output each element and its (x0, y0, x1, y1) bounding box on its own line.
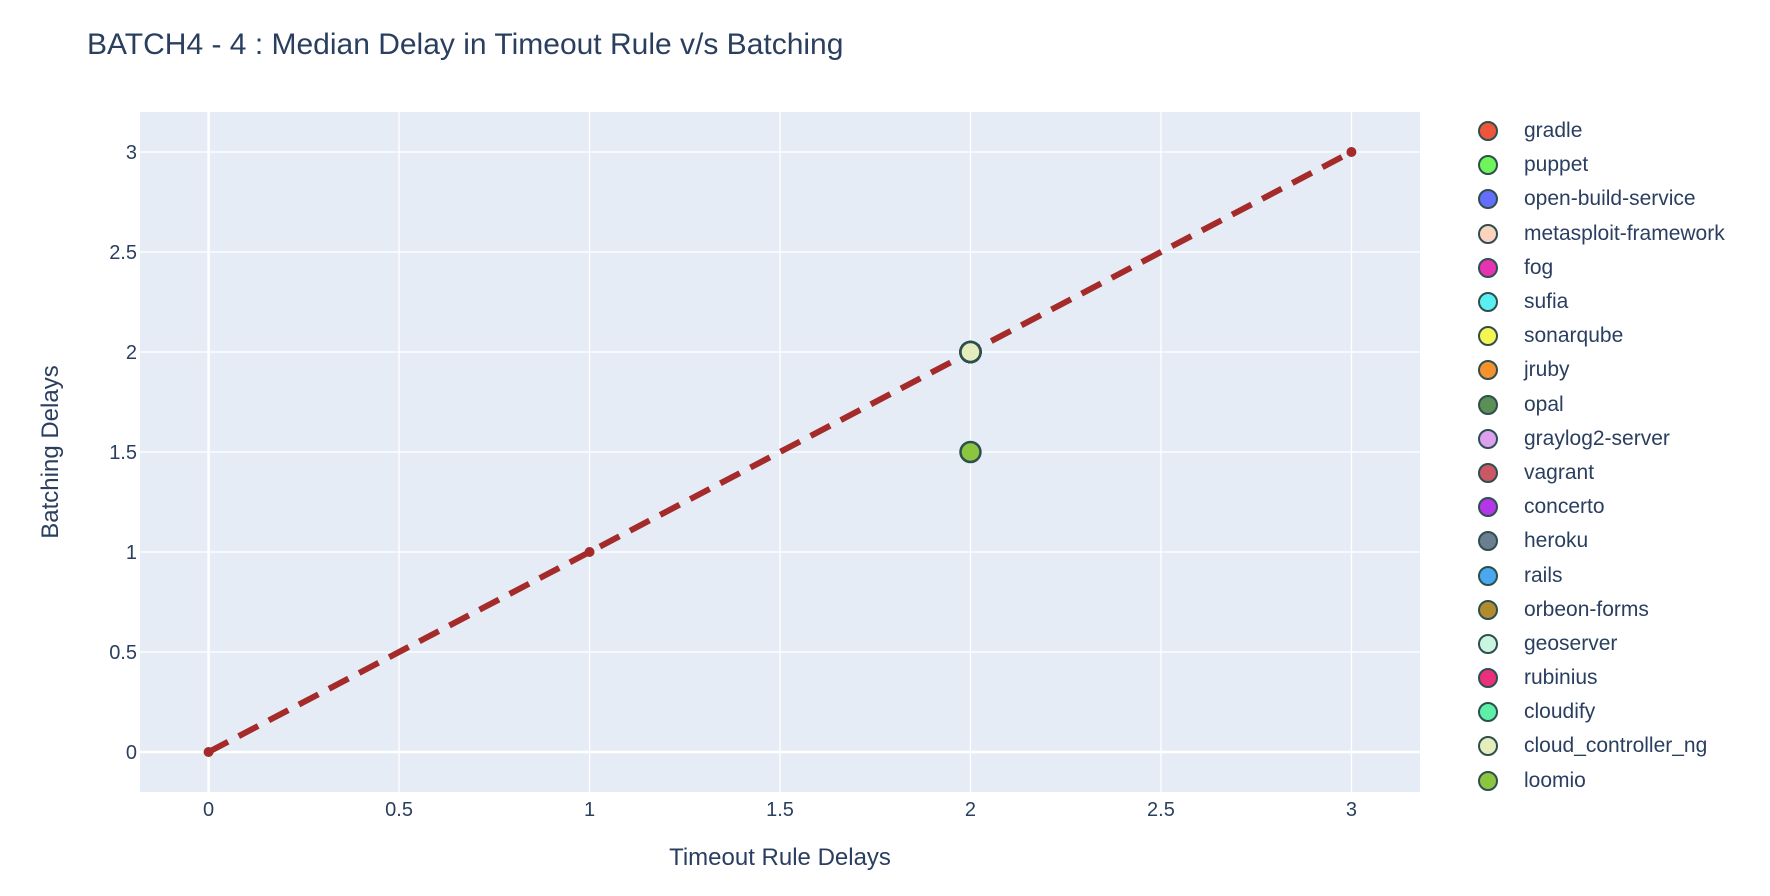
legend-label: opal (1524, 392, 1564, 416)
legend-marker-icon (1478, 497, 1498, 518)
legend-label: geoserver (1524, 631, 1618, 655)
x-tick-label: 3 (1346, 799, 1357, 821)
scatter-plot[interactable]: 0 0.5 1 1.5 2 2.5 3 0 0.5 1 1.5 2 2.5 3 Timeout Rule… (0, 0, 1440, 896)
x-tick-label: 1.5 (766, 799, 794, 821)
legend-label: loomio (1524, 768, 1586, 792)
legend-label: sonarqube (1524, 324, 1624, 348)
grid-lines (140, 112, 1420, 792)
y-tick-label: 1.5 (109, 442, 137, 464)
legend-label: sufia (1524, 290, 1569, 314)
x-tick-label: 2.5 (1147, 799, 1175, 821)
legend-item-concerto[interactable]: concerto (1476, 490, 1725, 524)
legend-label: orbeon-forms (1524, 597, 1649, 621)
legend-marker-icon (1478, 428, 1498, 449)
y-tick-label: 0 (126, 742, 137, 764)
legend-item-cloud_controller_ng[interactable]: cloud_controller_ng (1476, 729, 1725, 763)
x-tick-labels: 0 0.5 1 1.5 2 2.5 3 (203, 799, 1357, 821)
legend-marker-icon (1478, 531, 1498, 552)
legend-label: gradle (1524, 119, 1583, 143)
legend-label: cloud_controller_ng (1524, 734, 1708, 758)
legend-label: rails (1524, 563, 1563, 587)
legend-item-rails[interactable]: rails (1476, 558, 1725, 592)
legend-item-cloudify[interactable]: cloudify (1476, 695, 1725, 729)
y-tick-label: 1 (126, 542, 137, 564)
x-tick-label: 2 (965, 799, 976, 821)
data-markers (959, 340, 982, 464)
legend-item-graylog2-server[interactable]: graylog2-server (1476, 422, 1725, 456)
legend-item-puppet[interactable]: puppet (1476, 148, 1725, 182)
reference-line-point (1346, 147, 1357, 157)
legend-item-open-build-service[interactable]: open-build-service (1476, 182, 1725, 216)
legend-label: metasploit-framework (1524, 221, 1725, 245)
legend-marker-icon (1478, 770, 1498, 791)
legend-marker-icon (1478, 565, 1498, 586)
legend-marker-icon (1478, 462, 1498, 483)
legend-marker-icon (1478, 155, 1498, 176)
legend-marker-icon (1478, 360, 1498, 381)
x-axis-title: Timeout Rule Delays (669, 844, 891, 871)
x-tick-label: 1 (584, 799, 595, 821)
legend-item-jruby[interactable]: jruby (1476, 353, 1725, 387)
legend-item-metasploit-framework[interactable]: metasploit-framework (1476, 217, 1725, 251)
legend-marker-icon (1478, 223, 1498, 244)
legend-label: graylog2-server (1524, 426, 1670, 450)
legend-label: fog (1524, 255, 1554, 279)
reference-line-point (584, 547, 595, 557)
legend-label: heroku (1524, 529, 1589, 553)
legend-item-heroku[interactable]: heroku (1476, 524, 1725, 558)
x-tick-label: 0.5 (385, 799, 413, 821)
legend-item-loomio[interactable]: loomio (1476, 764, 1725, 798)
legend-marker-icon (1478, 189, 1498, 210)
legend-label: puppet (1524, 153, 1589, 177)
legend-item-rubinius[interactable]: rubinius (1476, 661, 1725, 695)
legend-label: concerto (1524, 495, 1605, 519)
legend-item-sufia[interactable]: sufia (1476, 285, 1725, 319)
legend-marker-icon (1478, 394, 1498, 415)
legend-label: cloudify (1524, 700, 1596, 724)
legend-marker-icon (1478, 668, 1498, 689)
y-tick-label: 0.5 (109, 642, 137, 664)
legend-marker-icon (1478, 633, 1498, 654)
y-tick-label: 2 (126, 342, 137, 364)
legend-marker-icon (1478, 257, 1498, 278)
legend-marker-icon (1478, 736, 1498, 757)
legend-marker-icon (1478, 292, 1498, 313)
y-tick-labels: 0 0.5 1 1.5 2 2.5 3 (109, 142, 137, 764)
reference-line-point (203, 747, 214, 757)
marker-cloud_controller_ng[interactable] (959, 340, 982, 364)
legend-label: jruby (1524, 358, 1570, 382)
reference-line-path (207, 149, 1353, 755)
x-tick-label: 0 (203, 799, 214, 821)
marker-loomio[interactable] (959, 440, 982, 464)
y-tick-label: 2.5 (109, 242, 137, 264)
legend-item-sonarqube[interactable]: sonarqube (1476, 319, 1725, 353)
legend-marker-icon (1478, 702, 1498, 723)
legend-label: open-build-service (1524, 187, 1696, 211)
legend-marker-icon (1478, 121, 1498, 142)
y-axis-title: Batching Delays (37, 365, 64, 538)
legend-label: vagrant (1524, 460, 1595, 484)
legend-label: rubinius (1524, 666, 1598, 690)
legend-item-geoserver[interactable]: geoserver (1476, 627, 1725, 661)
y-tick-label: 3 (126, 142, 137, 164)
legend-item-opal[interactable]: opal (1476, 388, 1725, 422)
legend-item-vagrant[interactable]: vagrant (1476, 456, 1725, 490)
legend-item-fog[interactable]: fog (1476, 251, 1725, 285)
legend-item-orbeon-forms[interactable]: orbeon-forms (1476, 593, 1725, 627)
chart-title: BATCH4 - 4 : Median Delay in Timeout Rul… (87, 28, 844, 61)
legend-item-gradle[interactable]: gradle (1476, 114, 1725, 148)
legend-marker-icon (1478, 599, 1498, 620)
legend-marker-icon (1478, 326, 1498, 347)
legend: gradle puppet open-build-service metasploit… (1476, 114, 1725, 798)
